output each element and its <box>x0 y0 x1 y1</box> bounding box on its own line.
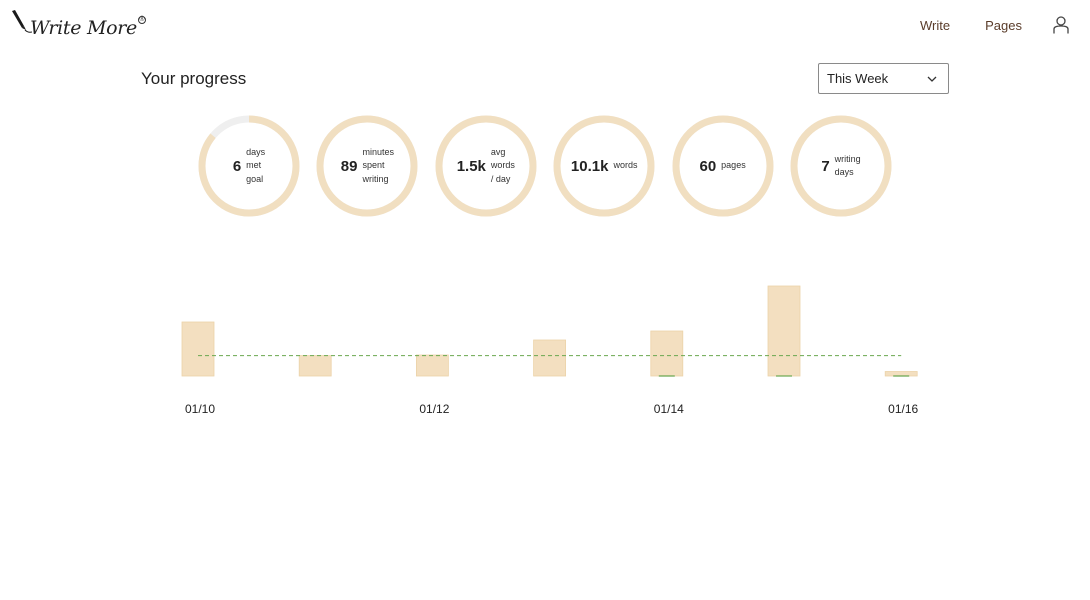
chart-bar-01/14 <box>650 330 684 377</box>
chart-bar-01/10 <box>181 321 215 377</box>
chart-bar-01/15 <box>767 285 801 377</box>
chart-canvas: 01/10 01/12 01/14 01/16 <box>181 285 919 416</box>
stat-ring-graphic <box>198 115 300 217</box>
chart-bar-01/13 <box>533 339 567 377</box>
x-tick-label: 01/12 <box>419 402 449 416</box>
stat-ring-5: 7 writing days <box>789 114 893 218</box>
chart-bar-01/16 <box>884 371 918 377</box>
stat-ring-progress <box>790 115 892 217</box>
chart-bar-01/11 <box>298 355 332 377</box>
stat-content: 7 writing days <box>789 114 893 218</box>
stat-ring-3: 10.1k words <box>552 114 656 218</box>
user-icon[interactable] <box>1052 16 1070 34</box>
stat-value: 1.5k <box>456 157 486 175</box>
stat-ring-progress <box>672 115 774 217</box>
stat-content: 60 pages <box>671 114 775 218</box>
registered-mark: ® <box>137 16 146 24</box>
stat-value: 10.1k <box>570 157 609 175</box>
app-logo[interactable]: Write More ® <box>10 10 146 39</box>
stat-ring-progress <box>435 115 537 217</box>
stat-ring-graphic <box>553 115 655 217</box>
chevron-down-icon <box>927 76 937 82</box>
stat-label: pages <box>721 160 746 171</box>
date-range-value: This Week <box>827 71 889 86</box>
nav-write-link[interactable]: Write <box>920 17 951 33</box>
x-tick-label: 01/10 <box>185 402 215 416</box>
stat-content: 1.5k avg words / day <box>434 114 538 218</box>
progress-stats: 6 days met goal 89 minutes spent writing 1.5… <box>197 114 897 218</box>
stat-label: avg words / day <box>490 146 515 184</box>
stat-ring-2: 1.5k avg words / day <box>434 114 538 218</box>
chart-bar-01/12 <box>415 354 449 377</box>
stat-value: 89 <box>340 157 358 175</box>
words-per-day-chart: 01/10 01/12 01/14 01/16 <box>170 270 930 430</box>
stat-content: 10.1k words <box>552 114 656 218</box>
stat-value: 7 <box>821 157 830 175</box>
stat-label: days met goal <box>246 146 266 184</box>
stat-ring-0: 6 days met goal <box>197 114 301 218</box>
date-range-select[interactable]: This Week <box>818 63 949 94</box>
page-title: Your progress <box>141 69 247 88</box>
stat-ring-4: 60 pages <box>671 114 775 218</box>
stat-ring-progress <box>198 115 300 217</box>
logo-text: Write More <box>30 17 137 39</box>
stat-content: 6 days met goal <box>197 114 301 218</box>
stat-ring-graphic <box>316 115 418 217</box>
stat-ring-graphic <box>672 115 774 217</box>
stat-value: 60 <box>699 157 717 175</box>
stat-value: 6 <box>232 157 242 175</box>
stat-label: minutes spent writing <box>362 146 394 184</box>
pen-icon <box>12 10 32 33</box>
x-tick-label: 01/16 <box>888 402 918 416</box>
stat-label: words <box>613 160 638 171</box>
stat-ring-graphic <box>790 115 892 217</box>
top-nav: Write Pages <box>920 16 1070 34</box>
stat-label: writing days <box>834 153 861 178</box>
stat-ring-1: 89 minutes spent writing <box>315 114 419 218</box>
x-tick-label: 01/14 <box>654 402 684 416</box>
nav-pages-link[interactable]: Pages <box>985 17 1022 33</box>
stat-content: 89 minutes spent writing <box>315 114 419 218</box>
stat-ring-progress <box>553 115 655 217</box>
stat-ring-graphic <box>435 115 537 217</box>
stat-ring-progress <box>316 115 418 217</box>
